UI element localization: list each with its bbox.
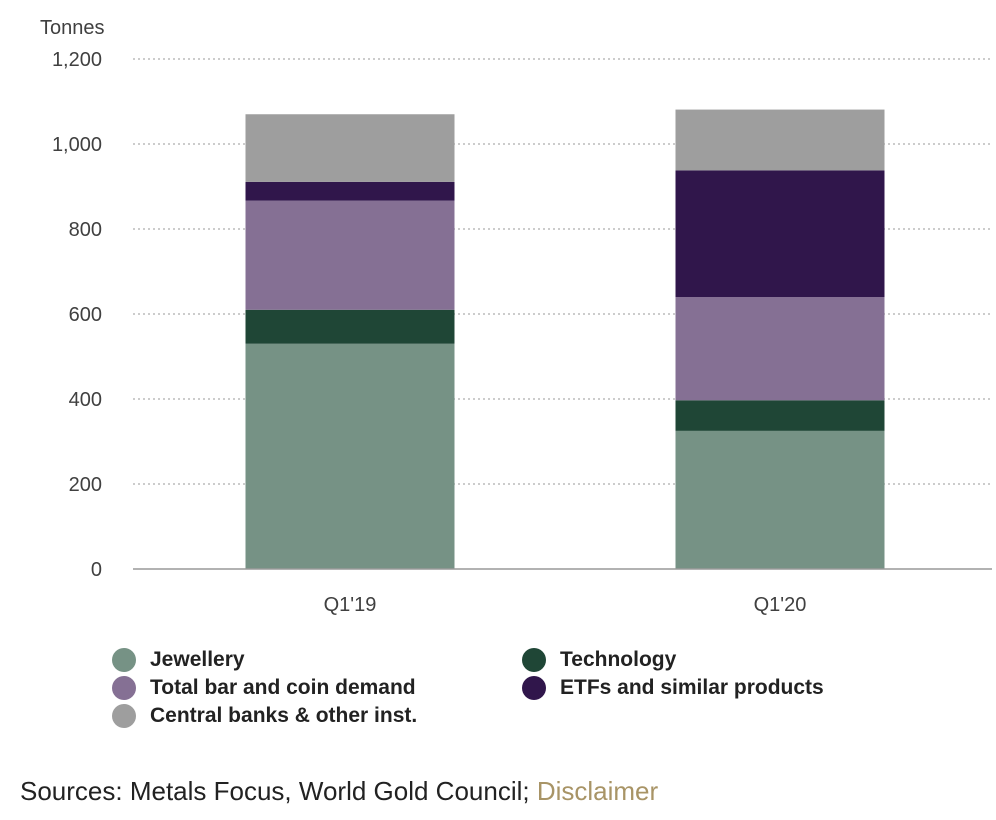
bar-segment [675,109,885,171]
x-axis-ticks: Q1'19 Q1'20 [324,594,807,616]
y-tick-label: 0 [91,559,102,581]
bar-segment [675,297,885,401]
bar-segment [245,343,455,569]
legend-item-jewellery: Jewellery [112,648,245,672]
x-tick-label: Q1'20 [754,594,807,616]
y-axis-unit-label: Tonnes [40,17,105,39]
y-tick-label: 1,000 [52,134,102,156]
bar-segment [675,170,885,297]
bar-segment [245,309,455,344]
legend-swatch-central-banks [112,704,136,728]
sources-text: Sources: Metals Focus, World Gold Counci… [20,776,537,806]
legend-item-bar-coin: Total bar and coin demand [112,676,416,700]
y-axis-ticks: 0 200 400 600 800 1,000 1,200 [52,49,102,581]
legend-label-etfs: ETFs and similar products [560,676,824,699]
legend-label-jewellery: Jewellery [150,648,245,671]
legend-item-technology: Technology [522,648,676,672]
y-tick-label: 200 [69,474,102,496]
legend-label-technology: Technology [560,648,677,671]
bars [245,109,885,569]
disclaimer-link[interactable]: Disclaimer [536,776,659,806]
bar-segment [675,400,885,431]
legend-swatch-technology [522,648,546,672]
y-tick-label: 1,200 [52,49,102,71]
bar-segment [245,200,455,310]
stacked-bar-chart: Tonnes 0 200 400 600 800 1,000 1,200 Q1'19 Q1'2… [40,17,992,616]
legend-label-bar-coin: Total bar and coin demand [150,676,416,699]
legend-item-etfs: ETFs and similar products [522,676,824,700]
legend-item-central-banks: Central banks & other inst. [112,704,417,728]
bar-segment [675,430,885,569]
y-tick-label: 400 [69,389,102,411]
legend-label-central-banks: Central banks & other inst. [150,704,418,727]
y-tick-label: 600 [69,304,102,326]
x-tick-label: Q1'19 [324,594,377,616]
bar-segment [245,114,455,182]
bar-segment [245,181,455,201]
legend-swatch-jewellery [112,648,136,672]
y-tick-label: 800 [69,219,102,241]
sources-note: Sources: Metals Focus, World Gold Counci… [20,776,658,807]
legend-swatch-etfs [522,676,546,700]
legend-swatch-bar-coin [112,676,136,700]
